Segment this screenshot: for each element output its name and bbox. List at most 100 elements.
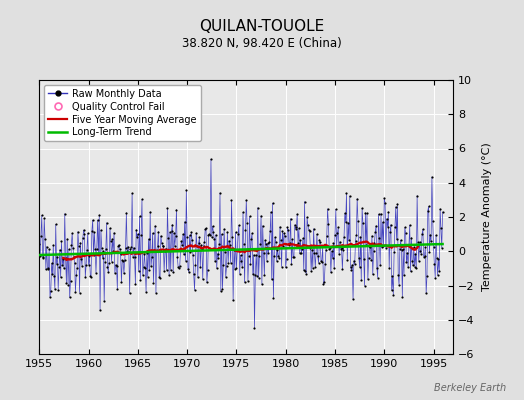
Point <box>207 156 215 162</box>
Point <box>142 288 150 295</box>
Point <box>425 249 434 256</box>
Point <box>387 287 396 294</box>
Point <box>424 203 433 210</box>
Point <box>248 230 256 237</box>
Point <box>343 257 352 263</box>
Point <box>255 275 263 281</box>
Point <box>48 260 56 267</box>
Point <box>247 236 255 242</box>
Point <box>204 232 213 238</box>
Point <box>266 228 274 234</box>
Point <box>366 244 375 250</box>
Point <box>164 235 172 242</box>
Point <box>63 236 71 242</box>
Point <box>213 250 222 257</box>
Point <box>38 212 46 219</box>
Point <box>119 258 127 264</box>
Point <box>194 274 202 280</box>
Point <box>201 226 210 232</box>
Point <box>237 257 246 264</box>
Point <box>439 209 447 215</box>
Point <box>320 279 329 285</box>
Point <box>158 240 166 246</box>
Point <box>119 270 128 277</box>
Point <box>271 239 280 245</box>
Point <box>378 244 386 250</box>
Point <box>258 222 267 229</box>
Point <box>390 248 398 255</box>
Point <box>322 247 330 253</box>
Point <box>438 245 446 251</box>
Point <box>222 274 230 280</box>
Point <box>130 254 139 260</box>
Point <box>101 259 109 265</box>
Point <box>105 259 113 266</box>
Point <box>297 250 305 256</box>
Point <box>172 206 181 213</box>
Point <box>199 276 207 282</box>
Point <box>189 252 197 258</box>
Point <box>406 222 414 228</box>
Point <box>97 244 106 251</box>
Point <box>196 264 204 270</box>
Point <box>417 251 425 257</box>
Point <box>292 224 301 230</box>
Point <box>385 265 394 271</box>
Point <box>329 255 337 261</box>
Point <box>235 270 244 277</box>
Point <box>129 254 137 260</box>
Point <box>256 241 265 247</box>
Point <box>138 272 147 278</box>
Point <box>427 238 435 245</box>
Point <box>300 267 308 274</box>
Point <box>307 267 315 274</box>
Point <box>278 228 287 234</box>
Point <box>188 237 196 243</box>
Point <box>213 265 221 271</box>
Point <box>368 233 376 239</box>
Point <box>206 232 214 238</box>
Point <box>384 208 392 215</box>
Point <box>56 246 64 253</box>
Point <box>81 274 90 280</box>
Point <box>313 231 321 238</box>
Point <box>144 274 152 280</box>
Point <box>269 295 278 301</box>
Point <box>426 232 434 238</box>
Point <box>61 210 69 217</box>
Point <box>239 241 248 248</box>
Point <box>277 263 286 270</box>
Point <box>226 260 235 266</box>
Point <box>416 239 424 245</box>
Point <box>231 266 239 272</box>
Point <box>381 244 390 251</box>
Point <box>291 226 300 232</box>
Point <box>349 296 357 302</box>
Point <box>412 265 420 271</box>
Point <box>281 233 289 239</box>
Point <box>304 222 312 228</box>
Point <box>157 233 165 239</box>
Text: Berkeley Earth: Berkeley Earth <box>433 383 506 393</box>
Point <box>258 281 266 288</box>
Point <box>186 249 194 256</box>
Point <box>234 231 242 238</box>
Point <box>52 261 61 267</box>
Point <box>288 236 297 242</box>
Point <box>96 307 104 314</box>
Point <box>355 254 363 261</box>
Point <box>184 266 192 272</box>
Point <box>335 251 343 257</box>
Point <box>261 237 269 244</box>
Point <box>174 263 182 270</box>
Point <box>166 229 174 235</box>
Point <box>287 216 295 222</box>
Point <box>306 245 314 251</box>
Point <box>57 274 65 280</box>
Point <box>71 289 80 295</box>
Point <box>170 230 178 236</box>
Point <box>48 271 57 278</box>
Point <box>311 264 320 270</box>
Point <box>40 215 48 222</box>
Point <box>80 231 89 238</box>
